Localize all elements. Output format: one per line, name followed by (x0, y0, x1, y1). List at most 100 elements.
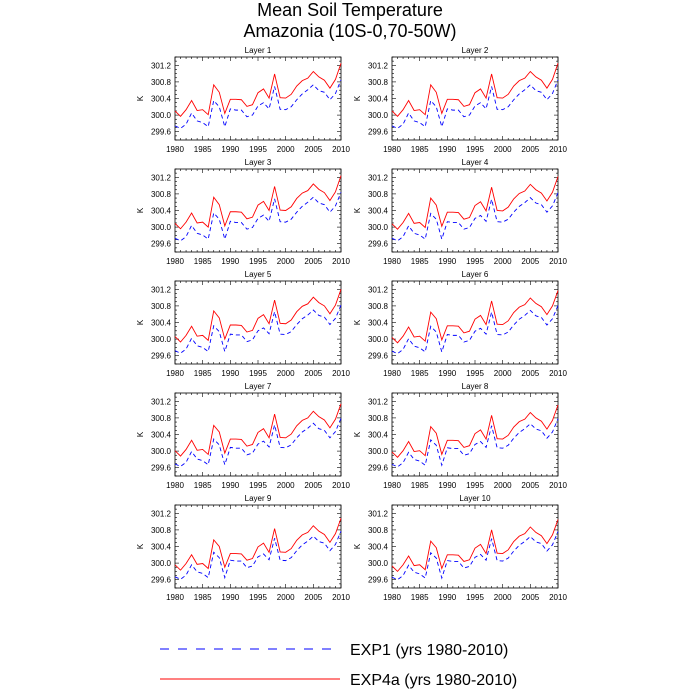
x-tick-label: 1980 (383, 369, 401, 378)
x-tick-label: 2005 (304, 369, 322, 378)
y-tick-label: 300.0 (368, 111, 389, 120)
y-tick-label: 300.4 (151, 543, 172, 552)
y-tick-label: 300.4 (368, 319, 389, 328)
x-tick-label: 1995 (466, 145, 484, 154)
y-tick-label: 300.0 (368, 447, 389, 456)
y-tick-label: 300.8 (151, 526, 172, 535)
x-tick-label: 2000 (277, 257, 295, 266)
series-line-exp1 (391, 531, 559, 581)
x-tick-label: 2000 (494, 369, 512, 378)
x-tick-label: 1995 (466, 369, 484, 378)
x-tick-label: 1990 (221, 257, 239, 266)
x-tick-label: 1990 (438, 257, 456, 266)
plot-frame (391, 56, 559, 141)
legend-label-exp1: EXP1 (yrs 1980-2010) (350, 642, 508, 659)
y-tick-label: 300.4 (151, 431, 172, 440)
x-tick-label: 1985 (194, 369, 212, 378)
y-axis-label: K (353, 95, 362, 101)
y-axis-label: K (353, 207, 362, 213)
plot-frame (174, 56, 342, 141)
panel-title: Layer 5 (245, 270, 272, 279)
x-tick-label: 1980 (383, 145, 401, 154)
panel-title: Layer 6 (462, 270, 489, 279)
series-line-exp1 (391, 79, 559, 129)
series-line-exp1 (391, 418, 559, 468)
y-tick-label: 299.6 (151, 464, 172, 473)
y-tick-label: 299.6 (151, 240, 172, 249)
y-tick-label: 301.2 (368, 285, 389, 294)
y-axis-label: K (136, 95, 145, 101)
y-tick-label: 300.0 (368, 335, 389, 344)
x-tick-label: 2010 (332, 257, 350, 266)
series-line-exp1 (391, 305, 559, 355)
y-tick-label: 300.4 (368, 95, 389, 104)
y-tick-label: 300.0 (151, 447, 172, 456)
x-tick-label: 2005 (521, 369, 539, 378)
x-tick-label: 1995 (466, 481, 484, 490)
x-tick-label: 2005 (304, 593, 322, 602)
series-line-exp4a (174, 175, 342, 230)
plot-frame (391, 168, 559, 253)
series-line-exp4a (174, 403, 342, 457)
y-axis-label: K (353, 543, 362, 549)
x-tick-label: 2000 (277, 369, 295, 378)
x-tick-label: 2000 (494, 593, 512, 602)
y-tick-label: 301.2 (151, 61, 172, 70)
panel-layer-1: Layer 1 K 1980 1985 1990 1995 2000 2005 2010 299.… (136, 46, 350, 154)
y-tick-label: 301.2 (368, 173, 389, 182)
y-tick-label: 299.6 (368, 352, 389, 361)
y-tick-label: 300.4 (151, 95, 172, 104)
x-tick-label: 1980 (383, 593, 401, 602)
panel-title: Layer 8 (462, 382, 489, 391)
panel-title: Layer 2 (462, 46, 489, 55)
y-axis-label: K (136, 431, 145, 437)
panel-title: Layer 3 (245, 158, 272, 167)
x-tick-label: 2005 (521, 481, 539, 490)
y-tick-label: 300.0 (151, 335, 172, 344)
series-line-exp1 (391, 192, 559, 242)
series-line-exp1 (174, 79, 342, 129)
y-tick-label: 299.6 (368, 128, 389, 137)
x-tick-label: 1985 (411, 593, 429, 602)
x-tick-label: 2005 (521, 145, 539, 154)
x-tick-label: 1995 (249, 257, 267, 266)
y-axis-label: K (353, 431, 362, 437)
plot-frame (391, 280, 559, 365)
plot-frame (174, 280, 342, 365)
y-tick-label: 301.2 (151, 397, 172, 406)
y-tick-label: 301.2 (151, 285, 172, 294)
x-tick-label: 2000 (494, 257, 512, 266)
y-tick-label: 299.6 (151, 576, 172, 585)
y-tick-label: 300.0 (151, 559, 172, 568)
panel-title: Layer 1 (245, 46, 272, 55)
panel-layer-10: Layer 10 K 1980 1985 1990 1995 2000 2005 2010 299… (353, 494, 567, 602)
y-tick-label: 301.2 (151, 173, 172, 182)
y-axis-label: K (136, 319, 145, 325)
y-tick-label: 300.8 (151, 78, 172, 87)
series-line-exp4a (391, 290, 559, 344)
panel-title: Layer 9 (245, 494, 272, 503)
y-tick-label: 300.8 (368, 78, 389, 87)
x-tick-label: 2010 (332, 481, 350, 490)
y-tick-label: 300.8 (151, 302, 172, 311)
x-tick-label: 2010 (549, 593, 567, 602)
panel-layer-4: Layer 4 K 1980 1985 1990 1995 2000 2005 2010 299.… (353, 158, 567, 266)
y-tick-label: 300.4 (151, 207, 172, 216)
panel-title: Layer 10 (459, 494, 491, 503)
y-axis-label: K (136, 543, 145, 549)
x-tick-label: 1985 (411, 145, 429, 154)
x-tick-label: 2005 (521, 257, 539, 266)
panel-layer-2: Layer 2 K 1980 1985 1990 1995 2000 2005 2010 299.… (353, 46, 567, 154)
y-tick-label: 300.0 (151, 111, 172, 120)
series-line-exp1 (174, 418, 342, 467)
y-tick-label: 299.6 (151, 352, 172, 361)
x-tick-label: 1980 (166, 369, 184, 378)
series-line-exp1 (174, 304, 342, 354)
x-tick-label: 2000 (277, 593, 295, 602)
panel-title: Layer 4 (462, 158, 489, 167)
x-tick-label: 1990 (221, 369, 239, 378)
series-line-exp1 (174, 192, 342, 242)
y-tick-label: 299.6 (151, 128, 172, 137)
x-tick-label: 2000 (494, 145, 512, 154)
